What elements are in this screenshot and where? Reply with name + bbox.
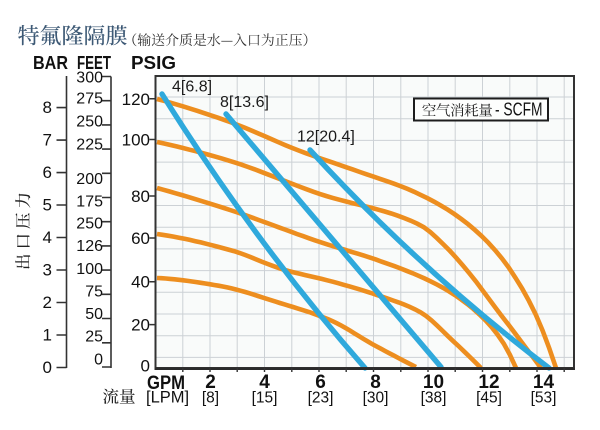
svg-text:250: 250 (76, 216, 103, 233)
svg-text:[30]: [30] (363, 390, 389, 407)
svg-text:PSIG: PSIG (131, 52, 176, 73)
svg-text:1: 1 (43, 326, 52, 345)
svg-text:4[6.8]: 4[6.8] (172, 79, 212, 96)
svg-text:12[20.4]: 12[20.4] (297, 129, 355, 146)
svg-text:175: 175 (76, 194, 103, 211)
svg-text:80: 80 (131, 187, 150, 206)
svg-text:[53]: [53] (531, 390, 557, 407)
svg-text:FEET: FEET (77, 52, 112, 73)
svg-text:20: 20 (131, 316, 150, 335)
svg-text:GPM: GPM (147, 373, 185, 394)
svg-text:7: 7 (43, 131, 52, 150)
svg-text:126: 126 (76, 238, 103, 255)
svg-text:[15]: [15] (252, 390, 278, 407)
svg-text:12: 12 (478, 372, 499, 393)
svg-text:[23]: [23] (308, 390, 334, 407)
svg-text:40: 40 (131, 273, 150, 292)
svg-text:250: 250 (76, 114, 103, 131)
svg-text:0: 0 (94, 352, 103, 369)
svg-text:50: 50 (85, 306, 103, 323)
svg-text:25: 25 (85, 329, 103, 346)
svg-text:225: 225 (76, 137, 103, 154)
svg-text:[45]: [45] (476, 390, 502, 407)
svg-text:[38]: [38] (421, 390, 447, 407)
svg-text:60: 60 (131, 229, 150, 248)
svg-text:275: 275 (76, 91, 103, 108)
svg-text:BAR: BAR (33, 52, 68, 73)
svg-text:300: 300 (76, 70, 103, 87)
svg-text:200: 200 (76, 171, 103, 188)
svg-text:3: 3 (43, 261, 52, 280)
svg-text:100: 100 (76, 261, 103, 278)
svg-text:0: 0 (43, 358, 52, 377)
svg-text:14: 14 (533, 372, 555, 393)
svg-text:75: 75 (85, 284, 103, 301)
svg-text:120: 120 (122, 90, 150, 109)
svg-text:6: 6 (315, 372, 326, 393)
svg-text:2: 2 (205, 372, 216, 393)
svg-text:0: 0 (141, 357, 150, 376)
svg-text:- SCFM: - SCFM (495, 99, 543, 120)
svg-text:[8]: [8] (202, 390, 219, 407)
svg-text:100: 100 (122, 131, 150, 150)
svg-text:8: 8 (43, 98, 52, 117)
svg-text:4: 4 (43, 228, 52, 247)
svg-text:4: 4 (259, 372, 270, 393)
svg-text:10: 10 (423, 372, 444, 393)
svg-text:8: 8 (370, 372, 381, 393)
svg-text:[LPM]: [LPM] (146, 389, 189, 407)
svg-text:5: 5 (43, 196, 52, 215)
svg-text:8[13.6]: 8[13.6] (220, 94, 269, 111)
svg-text:2: 2 (43, 293, 52, 312)
svg-text:6: 6 (43, 163, 52, 182)
